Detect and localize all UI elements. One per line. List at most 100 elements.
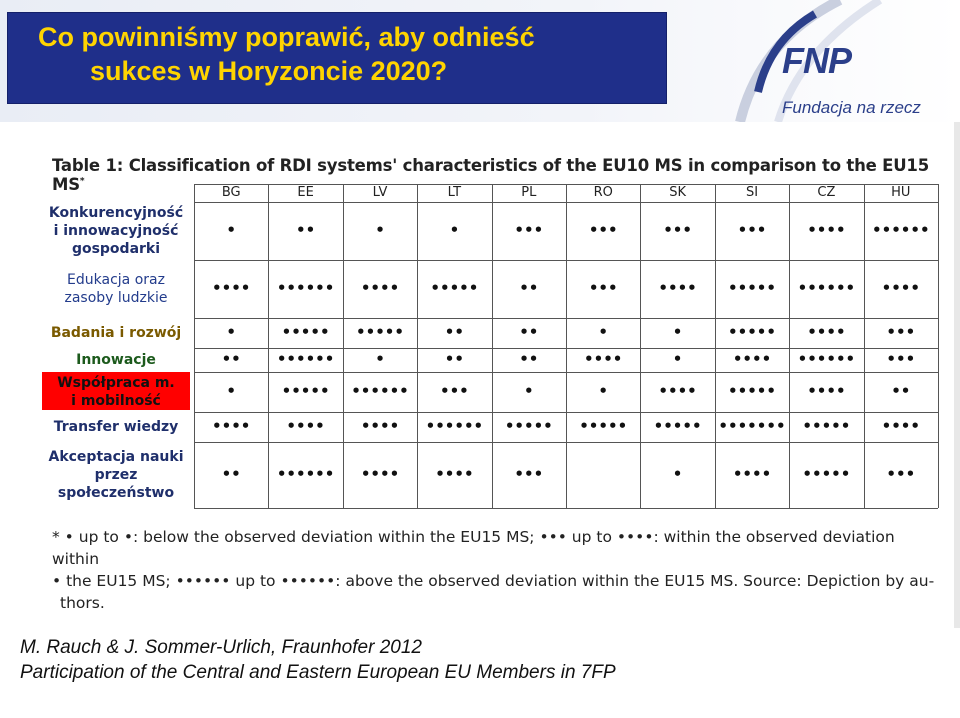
grid-vline <box>268 184 270 508</box>
grid-vline <box>194 184 195 508</box>
row-label-line: i mobilność <box>71 393 161 409</box>
row-label-line: Współpraca m. <box>57 375 175 391</box>
classification-table: BG EE LV LT PL RO SK SI CZ HU Konkurencyjność i inn… <box>42 184 939 524</box>
grid-hline <box>194 372 938 373</box>
table-cell: •••• <box>360 417 400 435</box>
table-cell: ••• <box>886 350 916 368</box>
row-label-line: Konkurencyjność <box>48 205 184 221</box>
grid-hline <box>194 442 938 443</box>
table-cell: ••••• <box>728 279 776 297</box>
grid-vline <box>789 184 791 508</box>
table-cell: ••• <box>663 221 692 239</box>
table-cell: • <box>226 382 236 400</box>
table-cell: •••••• <box>872 221 930 239</box>
row-label: Konkurencyjność i innowacyjność gospodarki <box>42 204 190 258</box>
table-title-text: Table 1: Classification of RDI systems' … <box>52 156 929 194</box>
row-label: Edukacja oraz zasoby ludzkie <box>42 271 190 307</box>
grid-vline <box>863 184 865 508</box>
table-cell: •• <box>444 323 464 341</box>
grid-hline <box>194 348 938 349</box>
table-cell: ••••• <box>356 323 404 341</box>
table-cell: •• <box>519 350 539 368</box>
table-cell: • <box>672 465 683 483</box>
grid-hline <box>194 412 938 413</box>
table-cell: ••••• <box>728 382 776 400</box>
col-head-sk: SK <box>669 185 686 200</box>
fnp-logo-subtitle: Fundacja na rzecz <box>782 98 921 117</box>
col-head-si: SI <box>745 185 759 200</box>
table-cell: •••• <box>881 417 920 435</box>
table-cell: ••••• <box>504 417 553 435</box>
table-cell: •••• <box>435 465 474 483</box>
table-cell: •••••• <box>797 279 856 297</box>
row-label-box <box>42 318 190 346</box>
table-cell: ••••• <box>281 382 330 400</box>
table-cell: •••••• <box>425 417 484 435</box>
table-cell: •• <box>221 465 241 483</box>
table-cell: • <box>598 382 608 400</box>
row-label-line: zasoby ludzkie <box>64 290 168 306</box>
slide-title-line1: Co powinniśmy poprawić, aby odnieść <box>38 22 535 52</box>
row-label-box <box>42 202 190 258</box>
slide-title-line2: sukces w Horyzoncie 2020? <box>90 56 448 86</box>
table-cell: • <box>449 221 460 239</box>
grid-vline <box>938 184 939 508</box>
slide-title: Co powinniśmy poprawić, aby odnieść sukc… <box>38 20 648 88</box>
table-cell: •• <box>891 382 911 400</box>
table-title: Table 1: Classification of RDI systems' … <box>52 156 954 194</box>
grid-vline <box>640 184 642 508</box>
row-label: Transfer wiedzy <box>42 418 190 436</box>
table-cell: •••••• <box>797 350 856 368</box>
row-label-box <box>42 412 190 440</box>
col-head-ro: RO <box>593 185 613 200</box>
footnote: * • up to •: below the observed deviatio… <box>52 526 942 614</box>
footnote-line1: * • up to •: below the observed deviatio… <box>52 528 895 568</box>
table-cell: • <box>226 323 236 341</box>
table-cell: •• <box>519 323 539 341</box>
grid-vline <box>417 184 419 508</box>
logo-arcs-icon <box>735 0 883 122</box>
table-cell: • <box>672 323 683 341</box>
row-label: Akceptacja nauki przez społeczeństwo <box>42 448 190 502</box>
table-cell: •••• <box>286 417 325 435</box>
table-cell: •••• <box>360 279 400 297</box>
table-cell: ••• <box>588 221 618 239</box>
table-cell: ••• <box>588 279 618 297</box>
table-cell: •• <box>519 279 539 297</box>
table-cell: ••••• <box>802 465 851 483</box>
row-label-line: Innowacje <box>76 352 156 368</box>
col-head-ee: EE <box>297 185 314 200</box>
table-cell: ••••• <box>430 279 479 297</box>
table-cell: • <box>598 323 608 341</box>
row-label-line: i innowacyjność <box>53 223 179 239</box>
table-cell: •••• <box>732 465 772 483</box>
col-head-bg: BG <box>221 185 241 200</box>
row-label-box <box>42 372 190 410</box>
table-cell: •••• <box>658 382 697 400</box>
table-cell: • <box>375 221 385 239</box>
table-cell: •• <box>295 221 316 239</box>
table-cell: •••• <box>584 350 623 368</box>
table-cell: •••• <box>807 382 846 400</box>
fnp-logo: FNP <box>782 40 852 81</box>
table-cell: •••••• <box>276 279 335 297</box>
row-label: Badania i rozwój <box>42 324 190 342</box>
table-cell: ••• <box>886 323 916 341</box>
table-cell: •••• <box>732 350 772 368</box>
table-cell: •••• <box>360 465 400 483</box>
table-cell: •••• <box>658 279 697 297</box>
row-label-box <box>42 442 190 506</box>
table-cell: •• <box>444 350 464 368</box>
table-cell: • <box>672 350 683 368</box>
table-cell: ••• <box>440 382 469 400</box>
table-cell: •••• <box>212 279 251 297</box>
row-label-line: Akceptacja nauki <box>48 449 184 465</box>
row-label-line: społeczeństwo <box>57 485 175 501</box>
table-cell: ••••• <box>579 417 628 435</box>
table-cell: •• <box>221 350 241 368</box>
col-head-cz: CZ <box>817 185 836 200</box>
grid-vline <box>342 184 344 508</box>
row-label-line: gospodarki <box>71 241 161 257</box>
grid-hline <box>194 318 938 319</box>
row-label: Współpraca m. i mobilność <box>42 374 190 410</box>
